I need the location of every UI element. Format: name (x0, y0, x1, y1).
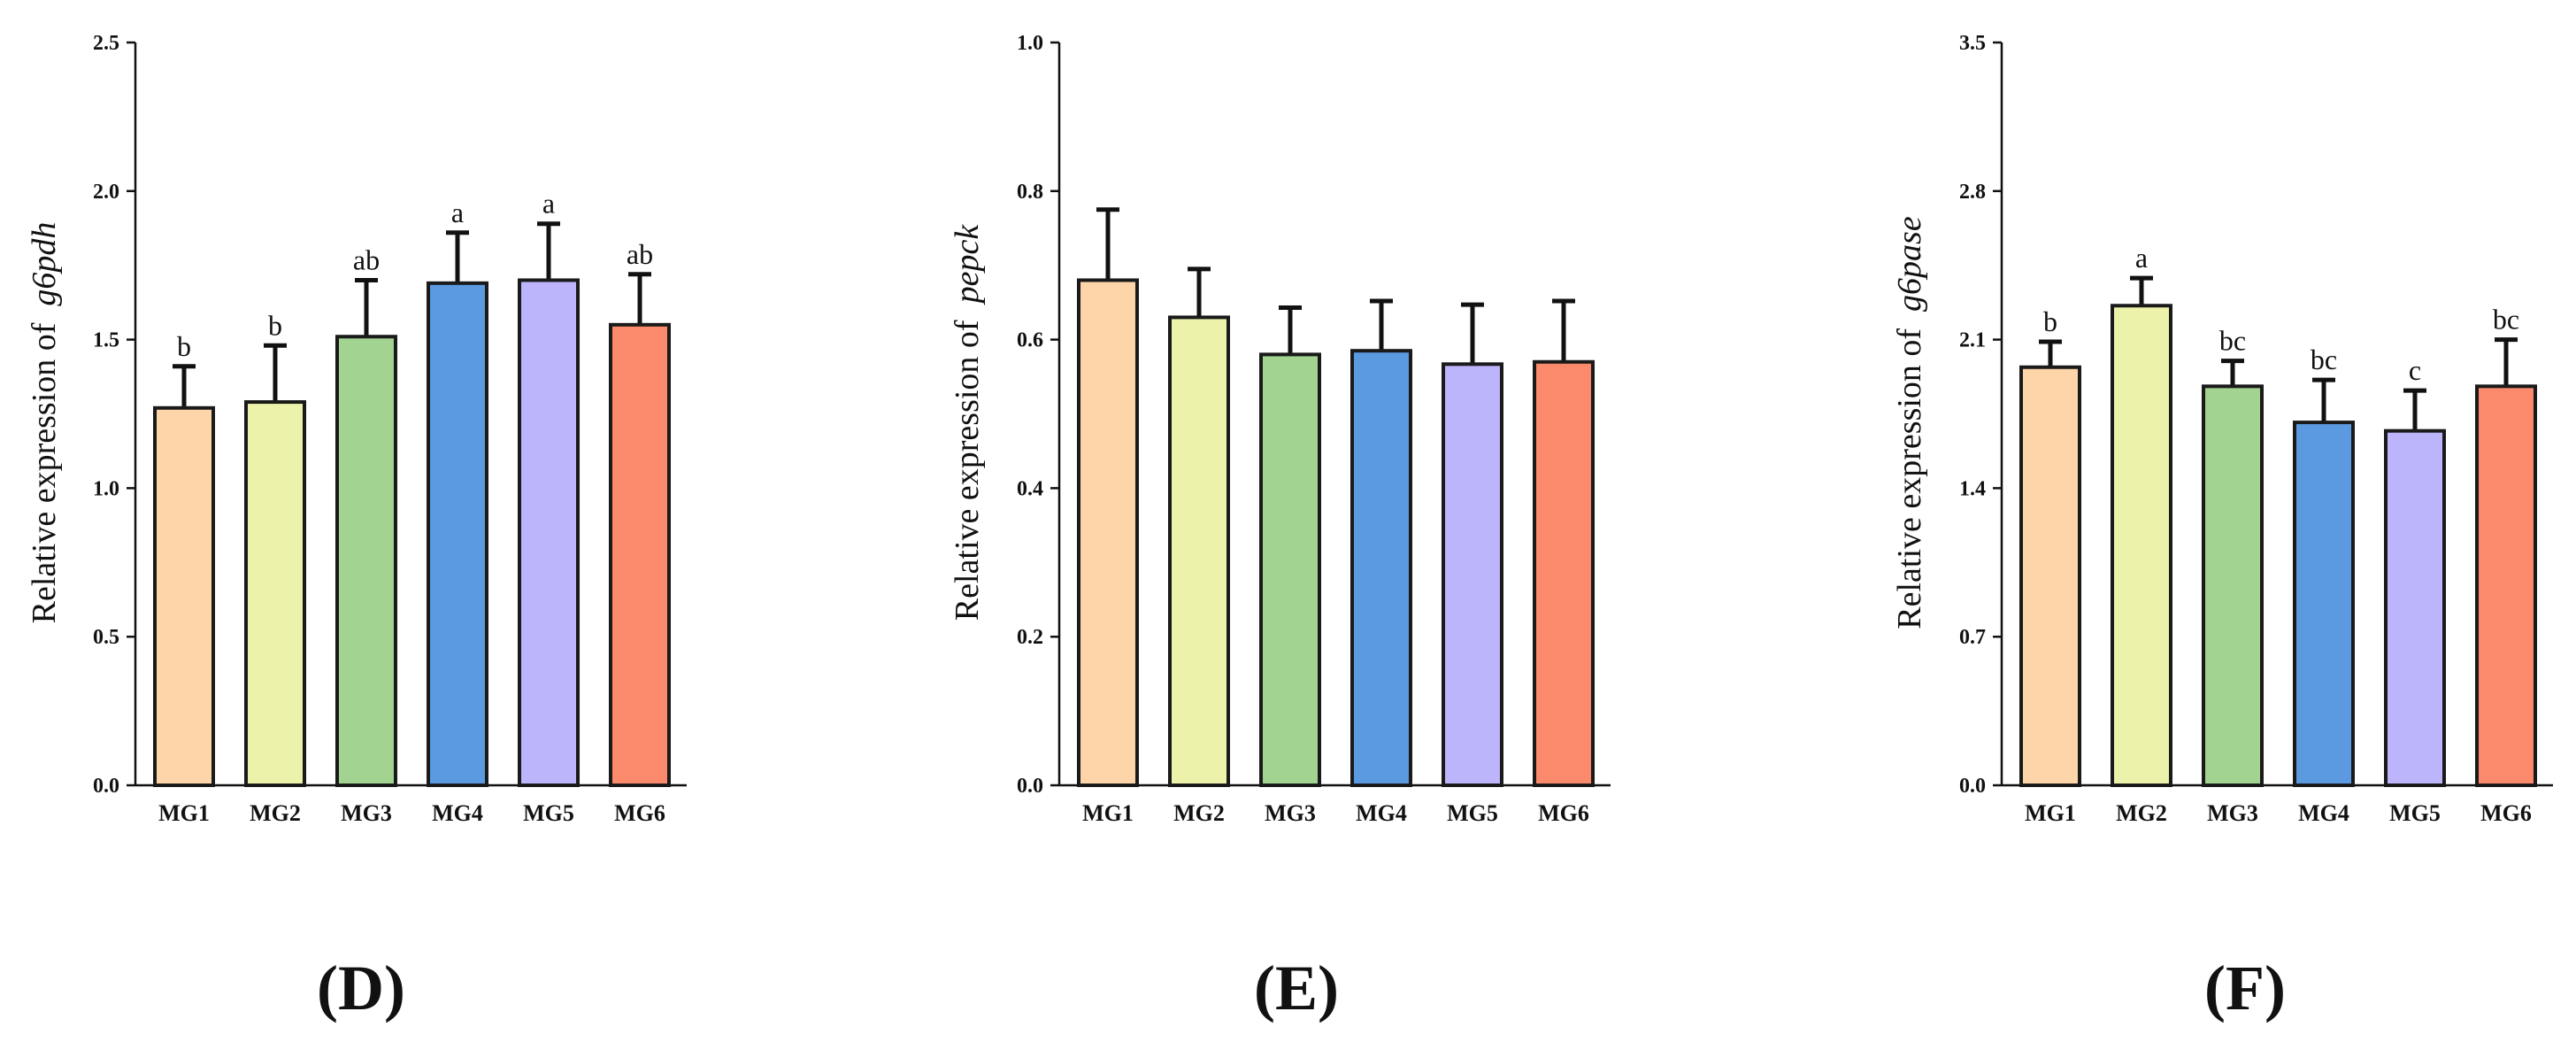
chart-panel-1: 0.0 0.5 1.0 1.5 2.0 2.5 MG1 b MG2 b MG3 ab MG4 a MG5 a M… (26, 32, 687, 1023)
y-tick-label: 0.6 (1017, 329, 1043, 352)
chart-panel-2: 0.0 0.2 0.4 0.6 0.8 1.0 MG1 MG2 MG3 MG4 MG5 MG6 Rela… (949, 32, 1611, 1023)
y-tick-label: 0.0 (1017, 775, 1043, 798)
x-tick-label: MG1 (2025, 800, 2076, 826)
y-tick-label: 1.0 (93, 477, 119, 500)
y-tick-label: 0.5 (93, 626, 119, 649)
significance-label: ab (627, 238, 653, 270)
bar-mg3 (2202, 384, 2264, 787)
y-tick-label: 2.0 (93, 181, 119, 204)
x-tick-label: MG1 (158, 800, 210, 826)
y-tick-label: 0.0 (1959, 775, 1986, 798)
y-axis-label-gene: g6pase (1891, 216, 1928, 312)
y-tick-label: 0.0 (93, 775, 119, 798)
x-tick-label: MG2 (250, 800, 301, 826)
bar-mg2 (244, 400, 306, 787)
x-tick-label: MG3 (341, 800, 392, 826)
bar-mg4 (1350, 349, 1412, 787)
y-tick-label: 0.4 (1017, 477, 1043, 500)
significance-label: c (2409, 354, 2421, 386)
significance-label: ab (353, 243, 380, 275)
y-tick-label: 2.5 (93, 32, 119, 55)
significance-label: a (542, 188, 555, 220)
panel-label: (F) (2204, 953, 2286, 1023)
x-tick-label: MG3 (2207, 800, 2258, 826)
y-axis-label: Relative expression of g6pase (1891, 216, 1928, 629)
y-tick-label: 1.0 (1017, 32, 1043, 55)
bar-mg2 (1168, 315, 1230, 787)
y-tick-label: 0.7 (1959, 626, 1986, 649)
x-tick-label: MG3 (1265, 800, 1316, 826)
bar-mg3 (335, 335, 397, 787)
y-axis-label: Relative expression of g6pdh (26, 222, 63, 624)
y-tick-label: 1.5 (93, 329, 119, 352)
bar-mg3 (1259, 352, 1321, 787)
bar-mg4 (2293, 421, 2355, 787)
x-tick-label: MG1 (1082, 800, 1134, 826)
bar-mg5 (2384, 428, 2446, 787)
x-tick-label: MG6 (1538, 800, 1589, 826)
bar-mg2 (2111, 304, 2172, 787)
bar-mg1 (153, 405, 215, 787)
x-tick-label: MG4 (1356, 800, 1407, 826)
y-axis-label-gene: g6pdh (26, 222, 63, 306)
significance-label: bc (2219, 325, 2246, 357)
x-tick-label: MG4 (2298, 800, 2349, 826)
bar-mg5 (1442, 362, 1503, 787)
y-axis-label: Relative expression of pepck (949, 224, 986, 622)
bar-mg6 (609, 322, 671, 787)
bar-mg6 (2475, 384, 2537, 787)
bar-mg5 (518, 278, 580, 788)
x-tick-label: MG6 (614, 800, 665, 826)
y-tick-label: 1.4 (1959, 477, 1986, 500)
x-tick-label: MG2 (2116, 800, 2167, 826)
y-tick-label: 0.2 (1017, 626, 1043, 649)
significance-label: b (2043, 305, 2057, 337)
significance-label: b (268, 309, 282, 341)
y-tick-label: 2.8 (1959, 181, 1986, 204)
x-tick-label: MG5 (523, 800, 574, 826)
y-tick-label: 0.8 (1017, 181, 1043, 204)
y-tick-label: 2.1 (1959, 329, 1986, 352)
bar-mg6 (1533, 359, 1595, 787)
x-tick-label: MG6 (2480, 800, 2532, 826)
y-tick-label: 3.5 (1959, 32, 1986, 55)
y-axis-label-prefix: Relative expression of (1891, 312, 1928, 629)
x-tick-label: MG5 (1447, 800, 1498, 826)
y-axis-label-prefix: Relative expression of (26, 306, 63, 624)
significance-label: a (451, 197, 464, 228)
y-axis-label-prefix: Relative expression of (949, 303, 986, 621)
bar-mg4 (427, 281, 488, 787)
significance-label: bc (2311, 344, 2337, 375)
panel-label: (E) (1254, 953, 1339, 1023)
x-tick-label: MG5 (2389, 800, 2441, 826)
significance-label: a (2135, 242, 2148, 274)
significance-label: bc (2493, 304, 2519, 336)
bar-mg1 (1077, 278, 1139, 788)
significance-label: b (177, 330, 191, 362)
chart-panel-3: 0.0 0.7 1.4 2.1 2.8 3.5 MG1 b MG2 a MG3 bc MG4 bc MG5 c… (1891, 32, 2553, 1023)
panel-label: (D) (317, 953, 405, 1023)
x-tick-label: MG4 (432, 800, 483, 826)
bar-mg1 (2019, 365, 2081, 787)
y-axis-label-gene: pepck (949, 224, 986, 306)
x-tick-label: MG2 (1173, 800, 1225, 826)
